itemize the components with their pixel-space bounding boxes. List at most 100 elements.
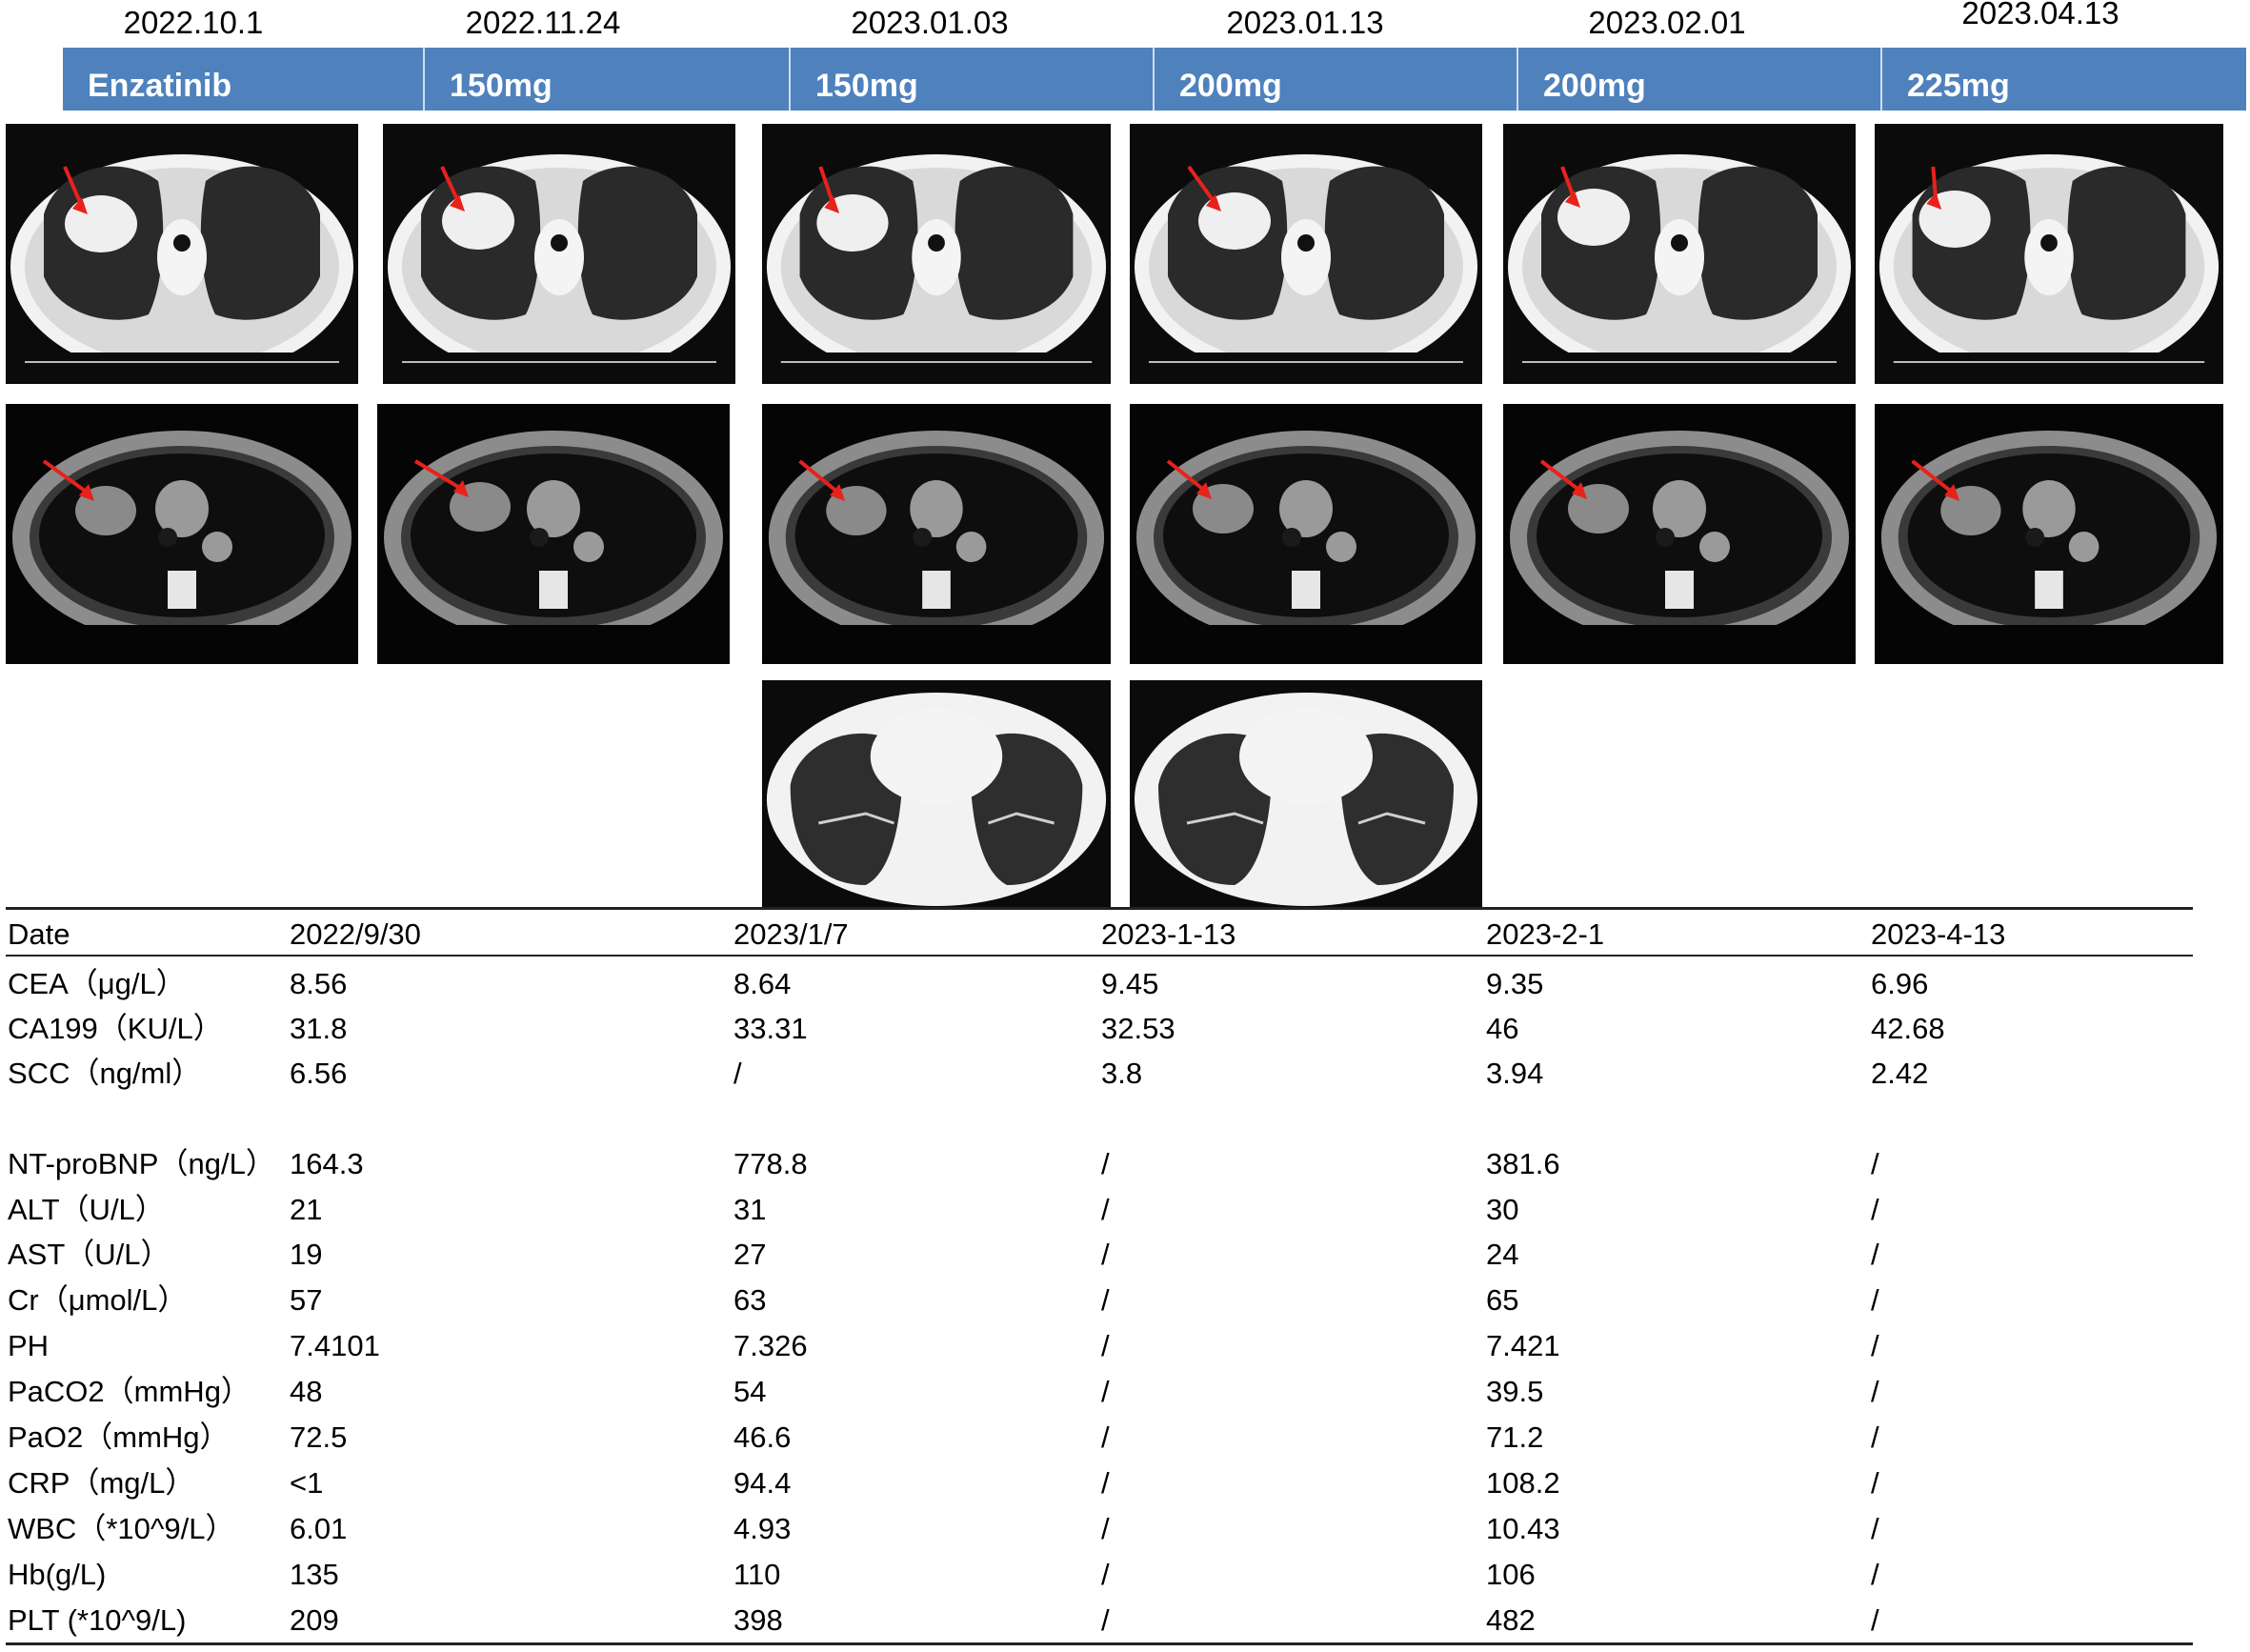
table-row: Hb(g/L) 135 110 / 106 / xyxy=(0,1553,2250,1597)
table-cell: / xyxy=(1871,1329,1879,1362)
row-label: PaO2（mmHg） xyxy=(8,1420,230,1454)
ct-lung-window-image-graphic xyxy=(383,124,735,384)
table-cell: 9.45 xyxy=(1101,967,1159,1000)
table-cell: / xyxy=(1101,1603,1110,1637)
row-label: CA199（KU/L） xyxy=(8,1012,223,1045)
table-cell: 6.56 xyxy=(290,1057,348,1090)
table-cell: 108.2 xyxy=(1486,1466,1560,1500)
table-cell: 381.6 xyxy=(1486,1147,1560,1180)
ct-lung-window-image xyxy=(1875,124,2223,384)
row-label: Cr（μmol/L） xyxy=(8,1283,188,1317)
row-label: CRP（mg/L） xyxy=(8,1466,195,1500)
table-cell: 7.4101 xyxy=(290,1329,380,1362)
ct-mediastinal-window-image xyxy=(6,404,358,664)
table-cell: / xyxy=(1871,1420,1879,1454)
table-cell: 6.96 xyxy=(1871,967,1929,1000)
table-cell: 31 xyxy=(733,1193,767,1226)
table-cell: / xyxy=(1871,1238,1879,1271)
table-row: Cr（μmol/L） 57 63 / 65 / xyxy=(0,1279,2250,1322)
table-cell: 209 xyxy=(290,1603,339,1637)
row-label: PH xyxy=(8,1329,50,1362)
table-cell: 46.6 xyxy=(733,1420,792,1454)
table-cell: 32.53 xyxy=(1101,1012,1175,1045)
timeline-date: 2022.10.1 xyxy=(123,5,264,40)
ct-mediastinal-window-image xyxy=(762,404,1111,664)
table-cell: 10.43 xyxy=(1486,1512,1560,1545)
table-cell: 3.8 xyxy=(1101,1057,1143,1090)
table-cell: 31.8 xyxy=(290,1012,348,1045)
ct-mediastinal-window-image xyxy=(1130,404,1482,664)
ct-lung-window-image xyxy=(1130,124,1482,384)
ct-mediastinal-window-image-graphic xyxy=(762,404,1111,664)
row-label: SCC（ng/ml） xyxy=(8,1057,202,1090)
ct-lung-window-image xyxy=(1503,124,1856,384)
table-cell: 63 xyxy=(733,1283,767,1317)
table-row: CEA（μg/L） 8.56 8.64 9.45 9.35 6.96 xyxy=(0,962,2250,1006)
timeline-date: 2023.01.03 xyxy=(851,5,1009,40)
dose-label: 200mg xyxy=(1155,48,1518,111)
ct-lung-window-image xyxy=(762,124,1111,384)
table-cell: 164.3 xyxy=(290,1147,364,1180)
ct-lung-window-image-graphic xyxy=(762,124,1111,384)
table-cell: / xyxy=(1101,1420,1110,1454)
table-cell: 7.421 xyxy=(1486,1329,1560,1362)
dose-label: 150mg xyxy=(425,48,791,111)
ct-lung-window-image-graphic xyxy=(6,124,358,384)
table-cell: 2022/9/30 xyxy=(290,917,421,951)
table-row: PaO2（mmHg） 72.5 46.6 / 71.2 / xyxy=(0,1416,2250,1460)
table-cell: 2023-2-1 xyxy=(1486,917,1605,951)
dose-label: Enzatinib xyxy=(63,48,425,111)
table-cell: / xyxy=(1101,1558,1110,1591)
table-cell: / xyxy=(1101,1238,1110,1271)
table-cell: 2023/1/7 xyxy=(733,917,849,951)
table-row: PH 7.4101 7.326 / 7.421 / xyxy=(0,1324,2250,1368)
table-cell: 27 xyxy=(733,1238,767,1271)
table-cell: 106 xyxy=(1486,1558,1536,1591)
row-label: Date xyxy=(8,917,70,951)
table-row: CRP（mg/L） <1 94.4 / 108.2 / xyxy=(0,1461,2250,1505)
table-cell: / xyxy=(1101,1375,1110,1408)
ct-mediastinal-window-image-graphic xyxy=(6,404,358,664)
table-cell: 482 xyxy=(1486,1603,1536,1637)
ct-mediastinal-window-image-graphic xyxy=(377,404,730,664)
table-cell: / xyxy=(1101,1329,1110,1362)
ct-lung-window-image-graphic xyxy=(1130,124,1482,384)
table-cell: 46 xyxy=(1486,1012,1519,1045)
row-label: PaCO2（mmHg） xyxy=(8,1375,251,1408)
table-cell: 71.2 xyxy=(1486,1420,1544,1454)
table-cell: 2023-1-13 xyxy=(1101,917,1236,951)
table-cell: / xyxy=(1101,1512,1110,1545)
table-cell: 94.4 xyxy=(733,1466,792,1500)
table-cell: 33.31 xyxy=(733,1012,808,1045)
dose-label: 225mg xyxy=(1882,48,2246,111)
table-cell: 7.326 xyxy=(733,1329,808,1362)
table-row: AST（U/L） 19 27 / 24 / xyxy=(0,1233,2250,1277)
table-cell: 4.93 xyxy=(733,1512,792,1545)
table-cell: 398 xyxy=(733,1603,783,1637)
row-label: AST（U/L） xyxy=(8,1238,171,1271)
table-cell: 39.5 xyxy=(1486,1375,1544,1408)
table-cell: 65 xyxy=(1486,1283,1519,1317)
table-cell: 3.94 xyxy=(1486,1057,1544,1090)
table-cell: 110 xyxy=(733,1558,781,1591)
table-cell: / xyxy=(1101,1466,1110,1500)
timeline-date: 2023.01.13 xyxy=(1226,5,1384,40)
table-cell: 21 xyxy=(290,1193,323,1226)
table-cell: 54 xyxy=(733,1375,767,1408)
row-label: CEA（μg/L） xyxy=(8,967,186,1000)
table-header-rule xyxy=(6,955,2193,957)
table-row: NT-proBNP（ng/L） 164.3 778.8 / 381.6 / xyxy=(0,1142,2250,1186)
table-cell: 48 xyxy=(290,1375,323,1408)
table-bottom-rule xyxy=(6,1642,2193,1645)
table-cell: / xyxy=(733,1057,742,1090)
table-cell: / xyxy=(1871,1375,1879,1408)
table-row: ALT（U/L） 21 31 / 30 / xyxy=(0,1188,2250,1232)
dose-label: 150mg xyxy=(791,48,1155,111)
table-cell: 24 xyxy=(1486,1238,1519,1271)
ct-mediastinal-window-image-graphic xyxy=(1875,404,2223,664)
ct-lower-lung-image xyxy=(1130,680,1482,907)
table-cell: / xyxy=(1871,1603,1879,1637)
table-cell: 135 xyxy=(290,1558,339,1591)
row-label: NT-proBNP（ng/L） xyxy=(8,1147,275,1180)
table-cell: / xyxy=(1871,1147,1879,1180)
